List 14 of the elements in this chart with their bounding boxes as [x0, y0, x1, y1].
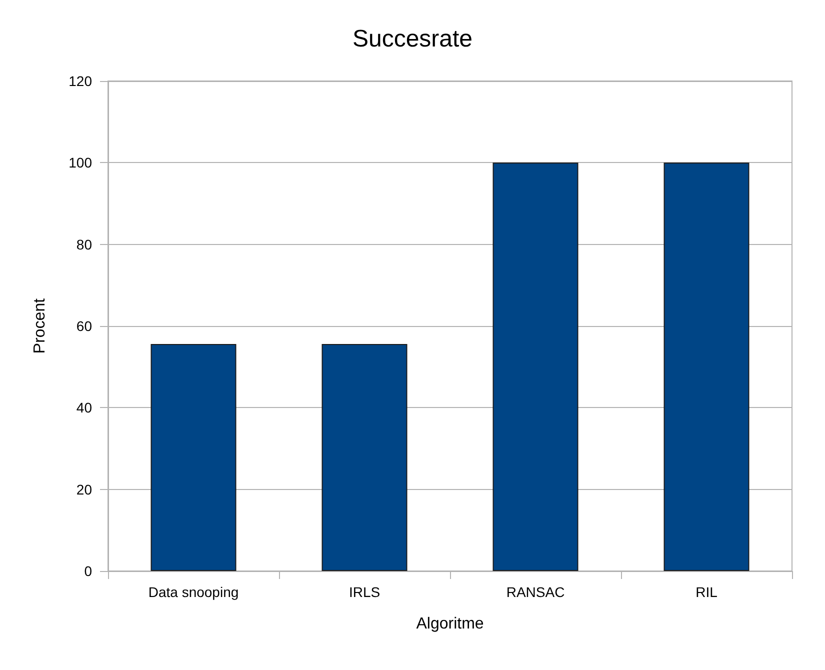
y-tick-label: 80	[76, 236, 92, 252]
y-tick-label: 40	[76, 400, 92, 416]
x-tick-label: RIL	[696, 584, 718, 600]
y-tick-label: 60	[76, 318, 92, 334]
y-axis-title: Procent	[32, 298, 48, 354]
y-tick-label: 20	[76, 481, 92, 498]
chart-title: Succesrate	[352, 26, 473, 52]
x-tick-label: IRLS	[348, 584, 380, 600]
x-tick-label: RANSAC	[506, 584, 565, 600]
y-tick-label: 120	[68, 73, 92, 89]
y-tick-label: 100	[68, 154, 92, 171]
x-tick-label: Data snooping	[148, 584, 239, 600]
x-axis-title: Algoritme	[416, 616, 484, 632]
y-tick-label: 0	[84, 563, 92, 579]
